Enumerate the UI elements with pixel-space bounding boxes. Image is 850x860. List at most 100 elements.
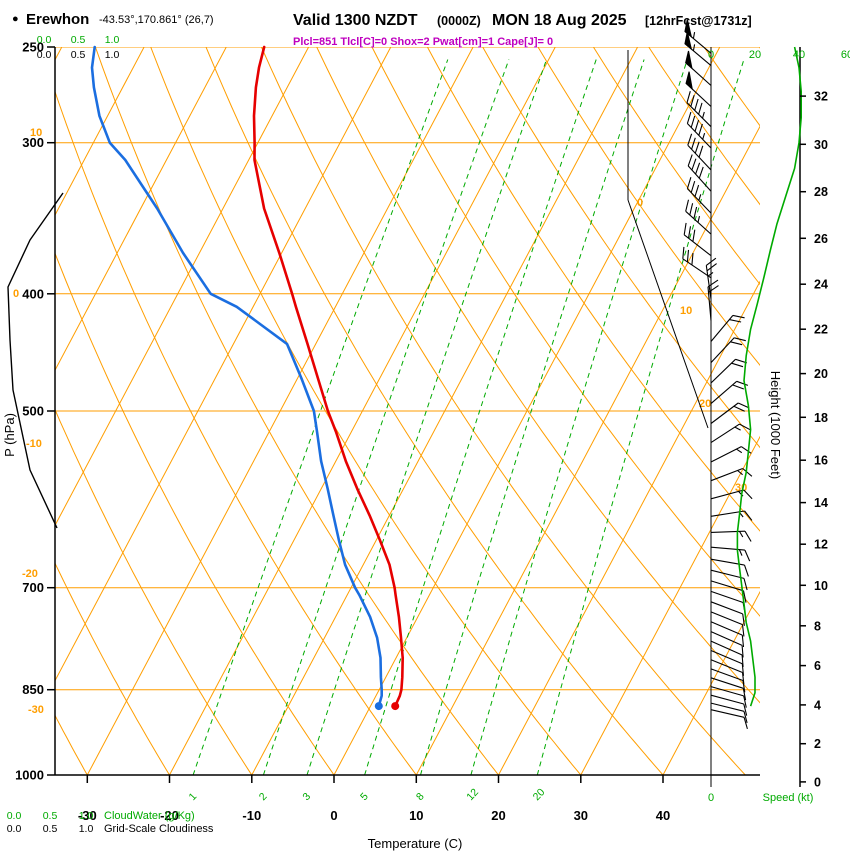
wind-barb xyxy=(710,668,746,693)
dry-adiabat-line xyxy=(592,47,760,286)
height-tick-label: 28 xyxy=(814,185,828,199)
mixing-ratio-line xyxy=(306,59,547,775)
mixing-ratio-line xyxy=(364,59,597,775)
isotherm-label: 20 xyxy=(699,398,711,410)
mixing-ratio-line xyxy=(192,59,449,775)
wind-barb xyxy=(687,154,712,192)
dry-adiabat-line xyxy=(55,562,170,775)
wind-barb xyxy=(710,590,746,615)
speed-profile-line xyxy=(736,46,803,707)
pressure-tick-label: 700 xyxy=(22,580,44,595)
valid-zulu-label: (0000Z) xyxy=(437,14,481,28)
dry-adiabat-line xyxy=(260,47,746,775)
dry-adiabat-line xyxy=(426,47,760,532)
wind-barb xyxy=(682,246,712,279)
wind-barb xyxy=(710,467,753,482)
pressure-tick-label: 400 xyxy=(22,286,44,301)
wind-barb xyxy=(687,133,712,171)
temperature-tick-label: 30 xyxy=(574,808,588,823)
pressure-tick-label: 250 xyxy=(22,40,44,55)
height-tick-label: 24 xyxy=(814,278,828,292)
wind-barb xyxy=(710,402,750,424)
cloudwater-top-tick-label: 1.0 xyxy=(105,34,120,46)
wind-barb xyxy=(710,530,752,542)
temperature-tick-label: 10 xyxy=(409,808,423,823)
dry-adiabat-line xyxy=(316,47,760,704)
valid-date-label: MON 18 Aug 2025 xyxy=(492,12,627,29)
valid-time-label: Valid 1300 NZDT xyxy=(293,12,418,29)
mixing-ratio-label: 5 xyxy=(358,790,371,803)
mixing-ratio-label: 3 xyxy=(300,790,313,803)
dry-adiabat-label: -10 xyxy=(26,438,42,450)
wind-barb xyxy=(710,631,744,658)
wind-barb xyxy=(710,702,748,724)
mixing-ratio-line xyxy=(470,59,688,775)
pressure-tick-label: 1000 xyxy=(15,768,44,783)
wind-barb-column xyxy=(682,19,753,730)
height-tick-label: 0 xyxy=(814,775,821,789)
mixing-ratio-label: 8 xyxy=(414,790,427,803)
cloudwater-bottom-tick-label: 1.0 xyxy=(79,810,94,822)
speed-tick-label: 40 xyxy=(793,49,805,61)
speed-axis-bottom-zero: 0 xyxy=(708,792,714,804)
isotherm-line xyxy=(86,47,474,775)
sounding-curves xyxy=(90,45,405,711)
dry-adiabat-line xyxy=(55,90,417,775)
cloudwater-top-tick-label: 0.0 xyxy=(37,34,52,46)
isotherm-label: 0 xyxy=(637,197,643,209)
speed-profile-curve xyxy=(736,46,803,707)
cloudiness-top-tick-label: 0.0 xyxy=(37,49,52,61)
wind-barb xyxy=(686,91,712,128)
wind-barb xyxy=(710,686,747,708)
dewpoint-curve-surface-dot xyxy=(374,702,383,711)
speed-axis-title: Speed (kt) xyxy=(763,792,814,804)
cloudiness-axis-title: Grid-Scale Cloudiness xyxy=(104,823,214,835)
isotherm-line xyxy=(55,47,392,682)
mixing-ratio-label: 2 xyxy=(257,790,270,803)
wind-barb xyxy=(710,659,745,685)
temperature-curve xyxy=(252,45,405,708)
cloudwater-bottom-tick-label: 0.0 xyxy=(7,810,22,822)
temperature-axis-title: Temperature (C) xyxy=(368,836,463,851)
wind-barb xyxy=(710,446,752,463)
wind-barb xyxy=(710,558,749,577)
stability-params-line: Plcl=851 Tlcl[C]=0 Shox=2 Pwat[cm]=1 Cap… xyxy=(293,36,553,48)
speed-tick-label: 60 xyxy=(841,49,850,61)
mixing-ratio-line xyxy=(262,59,510,775)
dry-adiabat-line xyxy=(94,47,499,775)
height-tick-label: 6 xyxy=(814,659,821,673)
cloudiness-profile-line xyxy=(7,192,64,529)
mixing-ratio-label: 20 xyxy=(531,786,548,803)
station-name: Erewhon xyxy=(26,11,89,28)
wind-barb xyxy=(710,569,748,591)
temperature-tick-label: 40 xyxy=(656,808,670,823)
dry-adiabat-line xyxy=(150,47,582,775)
isotherm-line xyxy=(55,47,227,372)
dry-adiabat-line xyxy=(537,47,760,367)
isotherm-line xyxy=(55,47,145,217)
mixing-ratio-label: 1 xyxy=(187,790,200,803)
cloudwater-top-tick-label: 0.5 xyxy=(71,34,86,46)
dry-adiabat-label: -20 xyxy=(22,568,38,580)
height-tick-label: 32 xyxy=(814,90,828,104)
dry-adiabat-label: 0 xyxy=(13,288,19,300)
wind-barb xyxy=(686,177,712,214)
cloudwater-axis-title: CloudWater (g/Kg) xyxy=(104,810,195,822)
pressure-tick-label: 500 xyxy=(22,404,44,419)
dry-adiabat-label: -30 xyxy=(28,704,44,716)
height-axis-title: Height (1000 Feet) xyxy=(768,371,783,479)
cloudiness-bottom-tick-label: 0.5 xyxy=(43,823,58,835)
frame-line xyxy=(627,199,709,429)
wind-barb xyxy=(710,649,745,676)
wind-barb xyxy=(710,546,751,562)
height-tick-label: 14 xyxy=(814,496,828,510)
wind-barb xyxy=(710,677,747,701)
height-tick-label: 10 xyxy=(814,579,828,593)
wind-barb xyxy=(685,199,712,235)
pressure-tick-label: 300 xyxy=(22,135,44,150)
wind-barb xyxy=(685,50,712,86)
temperature-tick-label: 0 xyxy=(330,808,337,823)
height-tick-label: 20 xyxy=(814,367,828,381)
